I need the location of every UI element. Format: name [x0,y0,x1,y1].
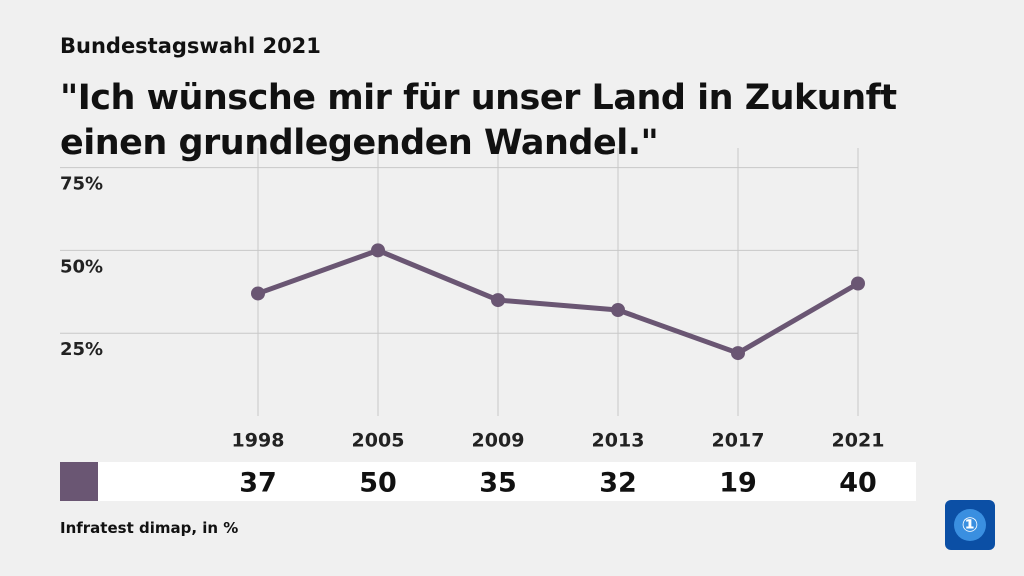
value-label: 37 [239,468,277,499]
y-tick-label: 75% [60,174,103,195]
value-label: 40 [839,468,877,499]
point [251,286,265,301]
point [491,293,505,308]
value-label: 50 [359,468,397,499]
point [611,303,625,317]
line [257,247,860,356]
chart-title: "Ich wünsche mir für unser Land in Zukun… [60,78,897,163]
point [371,243,385,258]
x-tick-label: 1998 [232,430,285,452]
value-label: 35 [479,468,517,499]
supertitle: Bundestagswahl 2021 [60,34,321,58]
legend-swatch [60,462,98,501]
x-tick-label: 2009 [472,430,525,452]
y-tick-label: 25% [60,339,103,360]
y-tick-label: 50% [60,256,103,277]
value-label: 19 [719,468,757,499]
point [731,346,745,361]
x-tick-label: 2017 [712,430,765,452]
value-label: 32 [599,468,637,499]
x-tick-label: 2013 [592,430,645,452]
x-tick-label: 2005 [352,430,405,452]
source: Infratest dimap, in % [60,519,239,537]
point [851,276,865,291]
x-tick-label: 2021 [832,430,885,452]
value-row [98,462,916,501]
